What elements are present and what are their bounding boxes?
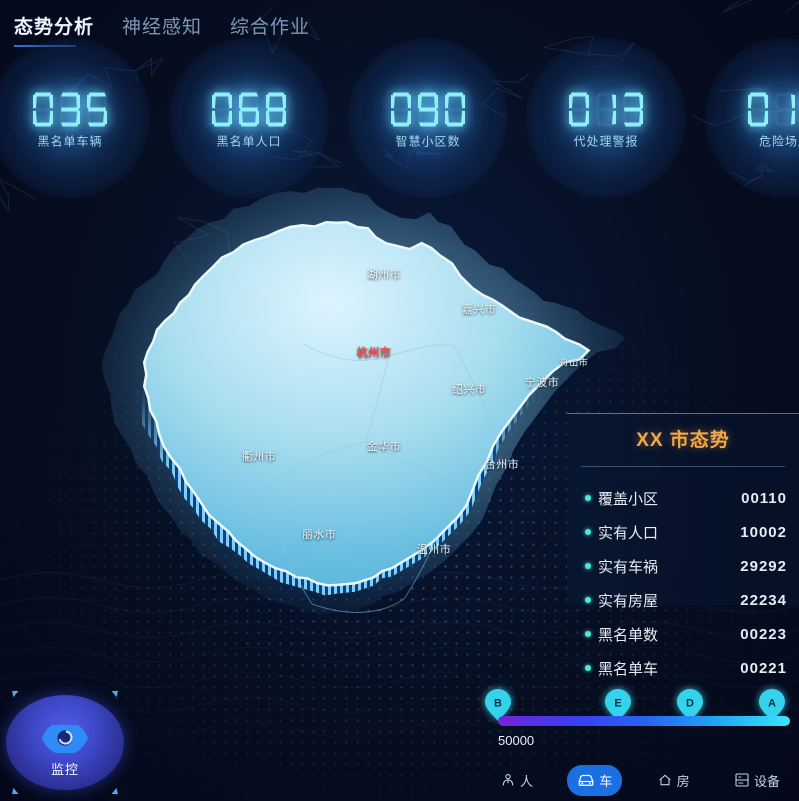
svg-text:D: D: [686, 698, 694, 710]
svg-text:A: A: [768, 698, 776, 710]
svg-text:B: B: [494, 698, 502, 710]
svg-text:E: E: [614, 698, 621, 710]
